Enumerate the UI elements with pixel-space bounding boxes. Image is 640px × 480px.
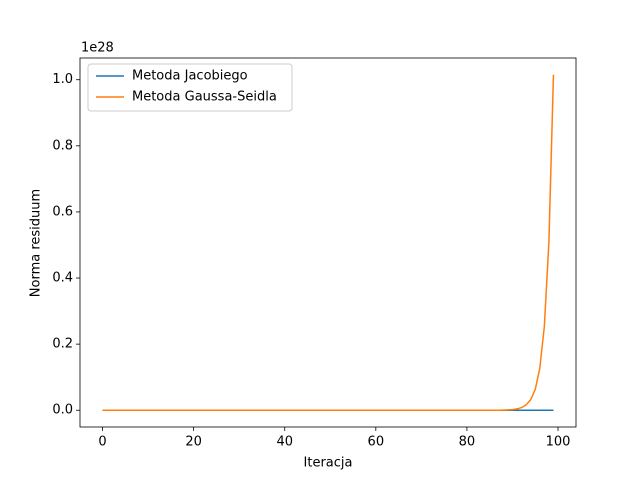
x-tick-label: 80	[459, 435, 476, 450]
y-tick-label: 0.4	[52, 271, 73, 286]
x-tick-label: 0	[98, 435, 106, 450]
x-tick-label: 20	[185, 435, 202, 450]
y-axis-label: Norma residuum	[29, 189, 44, 297]
y-offset-text: 1e28	[81, 41, 114, 56]
axes-frame	[79, 57, 577, 428]
legend-box	[87, 63, 293, 112]
y-tick-label: 1.0	[52, 72, 73, 87]
x-tick-label: 100	[546, 435, 571, 450]
x-tick-label: 60	[368, 435, 385, 450]
x-tick-label: 40	[276, 435, 293, 450]
y-tick-label: 0.6	[52, 204, 73, 219]
y-tick-label: 0.2	[52, 337, 73, 352]
data-line	[102, 74, 555, 411]
legend-label: Metoda Gaussa-Seidla	[132, 90, 277, 105]
legend-label: Metoda Jacobiego	[132, 69, 248, 84]
y-tick-label: 0.0	[52, 403, 73, 418]
y-tick-label: 0.8	[52, 138, 73, 153]
x-axis-label: Iteracja	[304, 456, 353, 471]
